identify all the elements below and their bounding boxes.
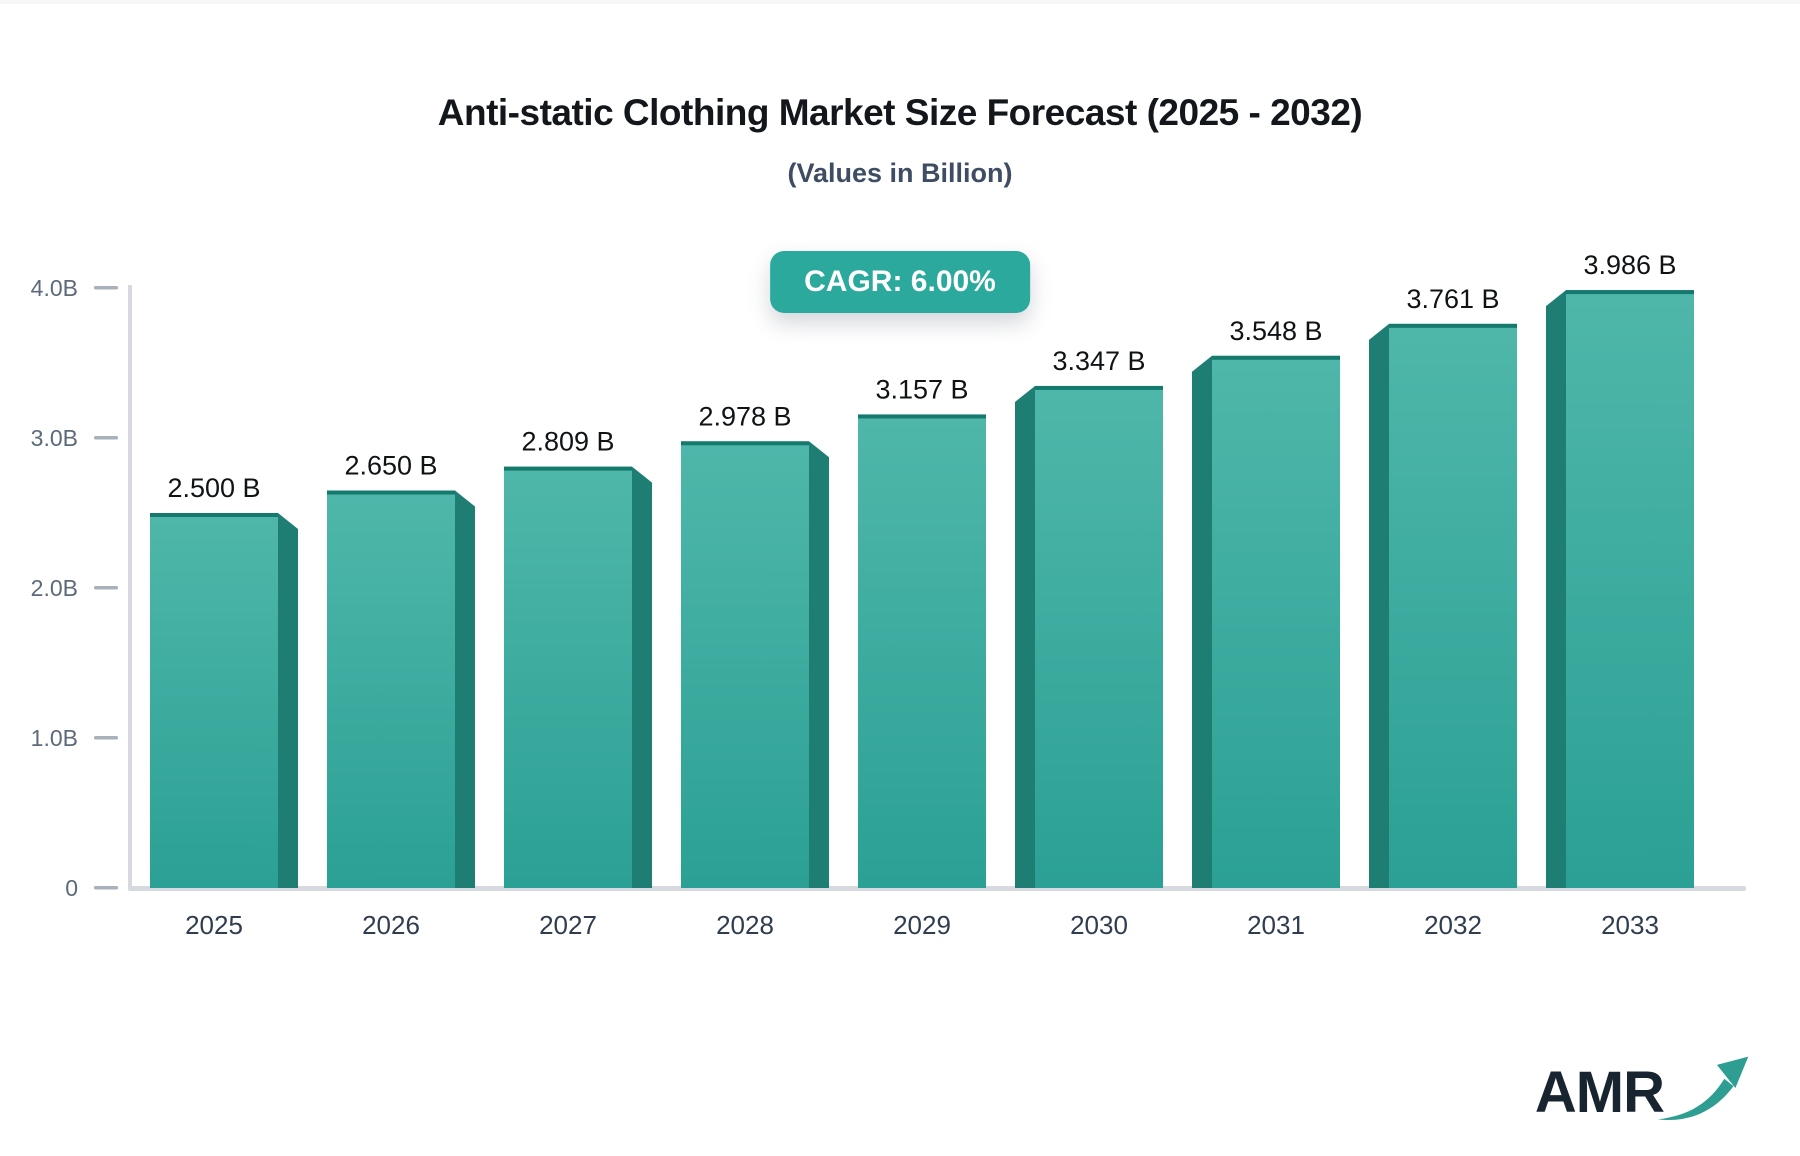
x-axis-year-label: 2025 [185,910,243,940]
bar-value-label: 3.347 B [1052,346,1145,376]
y-tick-dash [94,886,118,890]
bar-side-face [1369,323,1389,889]
bar-value-label: 3.548 B [1229,316,1322,346]
bar-top-edge [858,414,986,419]
bar [1212,355,1340,888]
bar-value-label: 2.500 B [167,473,260,503]
y-tick-label: 2.0B [31,575,78,601]
logo-growth-arrow-icon [1657,1056,1749,1121]
bar-value-label: 2.650 B [344,451,437,481]
bar-top-edge [1035,385,1163,390]
bar-value-label: 2.978 B [698,401,791,431]
bar-side-face [1015,385,1035,888]
bar [681,441,809,888]
bar [150,513,278,888]
bar-value-label: 3.761 B [1406,284,1499,314]
x-axis-year-label: 2030 [1070,910,1128,940]
bar-side-face [278,513,298,888]
x-axis-year-label: 2029 [893,910,951,940]
bar [1389,323,1517,889]
amr-logo: AMR [1535,1048,1752,1122]
y-tick-dash [94,436,118,440]
x-axis-year-label: 2031 [1247,910,1305,940]
x-axis-year-label: 2026 [362,910,420,940]
chart-title: Anti-static Clothing Market Size Forecas… [437,92,1363,133]
bar-top-edge [327,490,455,495]
bar-top-edge [681,441,809,446]
y-tick-dash [94,286,118,290]
bar-side-face [632,466,652,888]
bar [1035,385,1163,888]
bar [858,414,986,888]
y-tick-label: 3.0B [31,425,78,451]
bar-top-edge [150,513,278,517]
y-tick-label: 0 [65,875,78,901]
bar-side-face [455,490,475,888]
bar [1566,290,1694,889]
y-tick-dash [94,586,118,590]
y-tick-dash [94,736,118,740]
top-edge-strip [0,0,1800,4]
amr-logo-text: AMR [1534,1060,1665,1125]
bar-top-edge [1389,323,1517,328]
bar-side-face [809,441,829,888]
bar-side-face [1192,355,1212,888]
bar [504,466,632,888]
bar-top-edge [504,466,632,471]
bar-top-edge [1212,355,1340,360]
bar-side-face [1546,290,1566,889]
bar-value-label: 3.157 B [875,374,968,404]
y-tick-label: 4.0B [31,275,78,301]
chart-header: Anti-static Clothing Market Size Forecas… [0,92,1800,189]
bar-value-label: 2.809 B [521,427,614,457]
cagr-badge-label: CAGR: 6.00% [804,265,996,298]
y-axis-line [128,285,132,888]
chart-subtitle: (Values in Billion) [787,158,1013,188]
y-tick-label: 1.0B [31,725,78,751]
bar-value-label: 3.986 B [1583,250,1676,280]
bar [327,490,455,888]
x-axis-year-label: 2033 [1601,910,1659,940]
x-axis-year-label: 2027 [539,910,597,940]
cagr-badge: CAGR: 6.00% [770,251,1030,313]
x-axis-year-label: 2028 [716,910,774,940]
x-axis-year-label: 2032 [1424,910,1482,940]
bar-top-edge [1566,290,1694,295]
